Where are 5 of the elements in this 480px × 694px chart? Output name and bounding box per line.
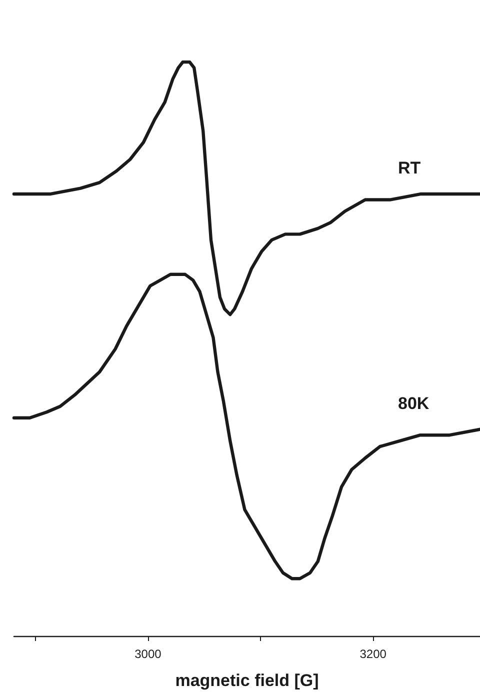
x-axis-title: magnetic field [G] (175, 671, 319, 690)
series-label: RT (398, 158, 422, 178)
series-label: 80K (398, 394, 430, 413)
x-tick-label: 3000 (134, 647, 162, 661)
x-tick-label: 3200 (360, 647, 387, 661)
